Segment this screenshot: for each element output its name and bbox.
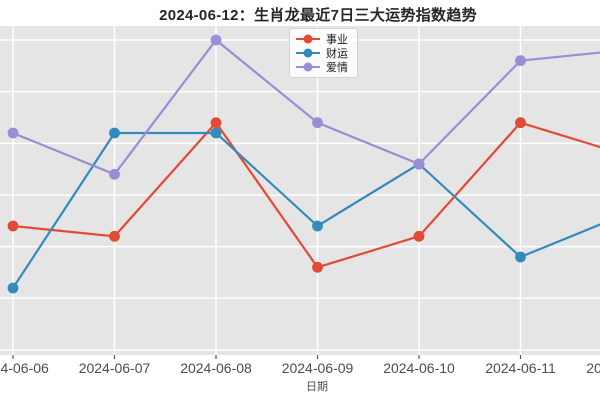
x-tick-label: 2024-06-09 (282, 360, 354, 376)
data-point-career (413, 230, 425, 242)
data-point-career (7, 220, 19, 232)
x-tick-label: 2024-06-06 (0, 360, 49, 376)
legend-label-love: 爱情 (326, 62, 348, 74)
x-tick-label: 2024-06-10 (383, 360, 455, 376)
data-point-love (210, 34, 222, 46)
legend-item-career: 事业 (295, 32, 348, 46)
x-axis: 2024-06-06 2024-06-07 2024-06-08 2024-06-09… (0, 355, 600, 393)
legend-marker (303, 34, 313, 44)
x-axis-label: 日期 (306, 380, 328, 393)
legend-marker (303, 48, 313, 58)
chart-title: 2024-06-12：生肖龙最近7日三大运势指数趋势 (159, 7, 477, 24)
data-point-wealth (515, 251, 526, 263)
series-love (7, 34, 600, 180)
x-tick-label: 2024-06-12 (586, 360, 600, 376)
legend-item-wealth: 财运 (295, 46, 348, 60)
x-tick-label: 2024-06-07 (79, 360, 151, 376)
data-point-career (210, 117, 222, 129)
legend-item-love: 爱情 (295, 60, 348, 74)
data-point-career (109, 230, 120, 242)
data-point-love (109, 168, 120, 180)
legend: 事业 财运 爱情 (289, 28, 358, 78)
legend-label-career: 事业 (326, 34, 348, 46)
legend-line-icon-career (296, 34, 320, 44)
data-point-love (7, 127, 19, 139)
x-tick-label: 2024-06-08 (180, 360, 252, 376)
series-career (7, 117, 600, 273)
legend-line-icon-wealth (296, 48, 320, 58)
data-point-wealth (7, 282, 19, 294)
legend-label-wealth: 财运 (326, 48, 348, 60)
data-point-love (413, 158, 425, 170)
data-point-love (312, 117, 323, 129)
data-point-career (515, 117, 526, 129)
data-point-career (312, 261, 323, 273)
legend-line-icon-love (296, 62, 320, 72)
data-point-wealth (312, 220, 323, 232)
data-point-love (515, 55, 526, 67)
legend-marker (303, 62, 313, 72)
x-tick-label: 2024-06-11 (485, 360, 556, 376)
data-point-wealth (109, 127, 120, 139)
data-point-wealth (210, 127, 222, 139)
